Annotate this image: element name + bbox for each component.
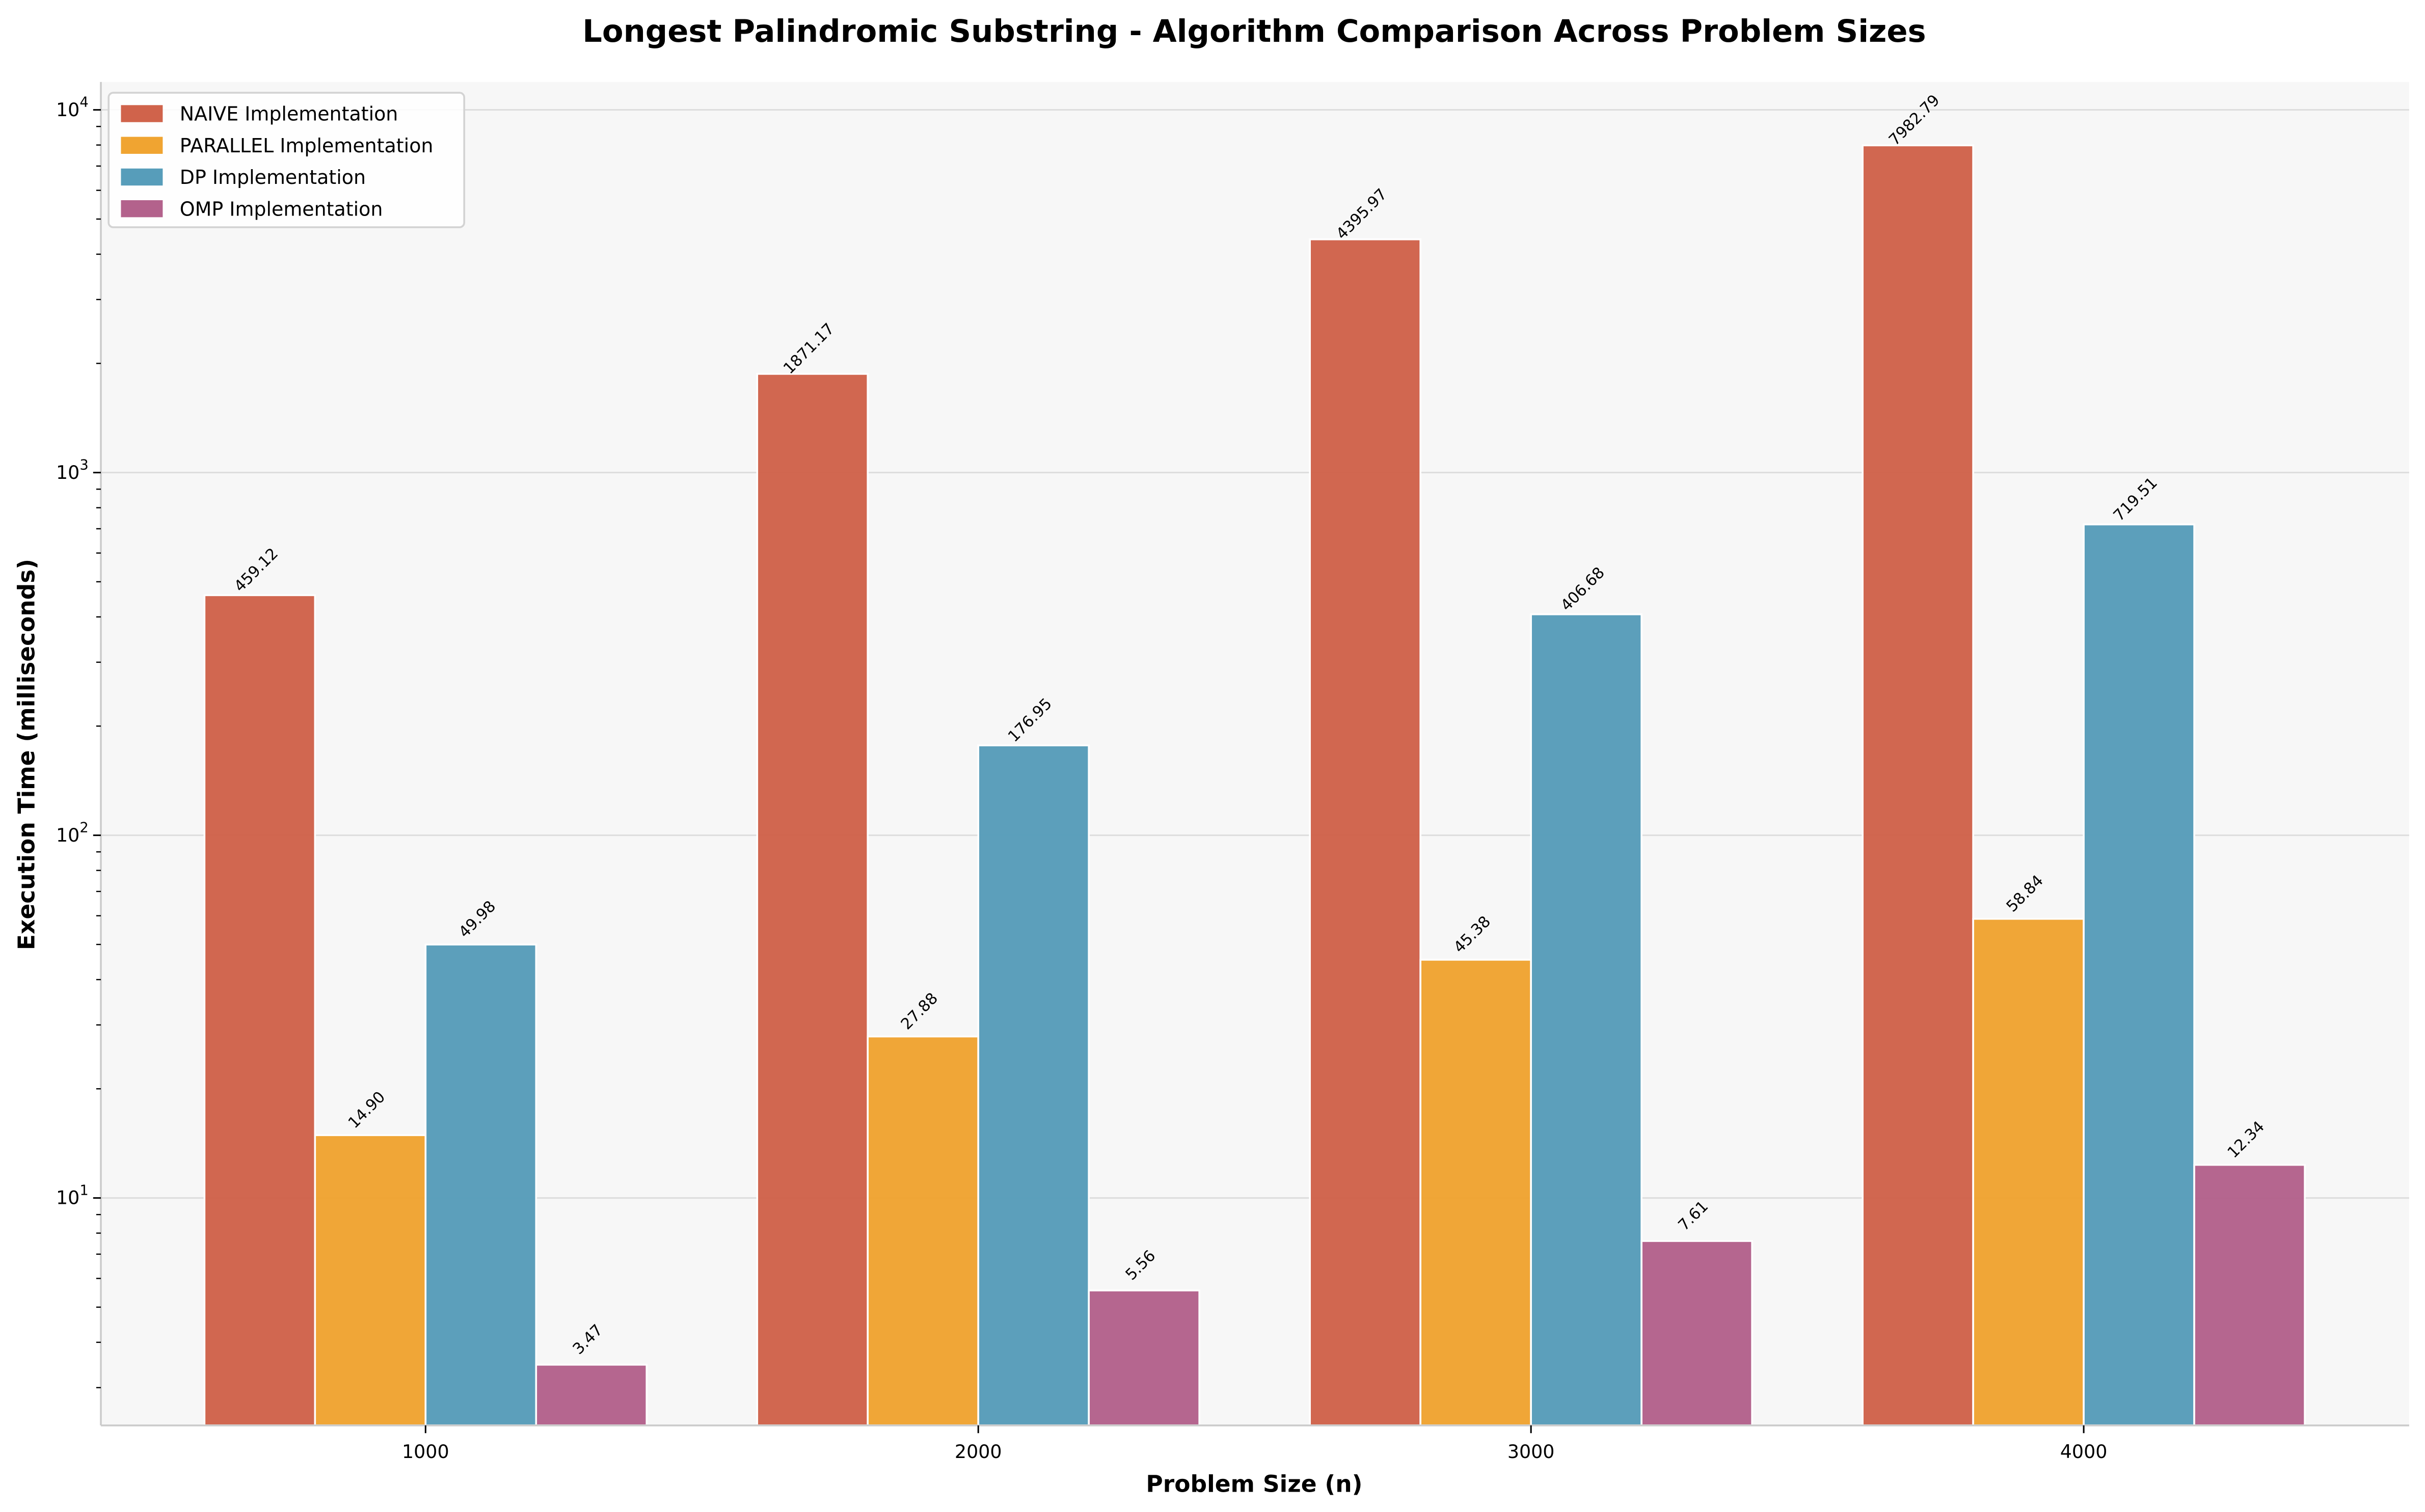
legend-label: DP Implementation xyxy=(180,166,366,188)
y-tick-label: 104 xyxy=(56,95,89,121)
legend-label: PARALLEL Implementation xyxy=(180,134,434,157)
x-tick-label: 2000 xyxy=(955,1441,1002,1463)
legend-swatch xyxy=(121,200,163,218)
legend-swatch xyxy=(121,105,163,122)
legend-label: NAIVE Implementation xyxy=(180,103,398,125)
bar xyxy=(2193,1164,2306,1426)
bar xyxy=(1530,613,1642,1426)
bar xyxy=(1640,1240,1753,1426)
bar xyxy=(2083,523,2195,1426)
y-tick-label: 101 xyxy=(56,1183,89,1209)
bar xyxy=(1862,144,1974,1426)
y-tick-label: 102 xyxy=(56,820,89,846)
bar xyxy=(756,373,869,1426)
chart-title: Longest Palindromic Substring - Algorith… xyxy=(582,14,1926,49)
x-tick-label: 1000 xyxy=(402,1441,449,1463)
x-axis-label: Problem Size (n) xyxy=(1146,1471,1362,1498)
bar xyxy=(1309,238,1421,1426)
y-axis-label: Execution Time (milliseconds) xyxy=(13,559,40,950)
legend: NAIVE Implementation PARALLEL Implementat… xyxy=(107,92,465,228)
y-tick-label: 103 xyxy=(56,457,89,483)
x-tick-label: 4000 xyxy=(2060,1441,2108,1463)
bar xyxy=(977,744,1090,1426)
bar xyxy=(314,1134,427,1426)
x-tick-label: 3000 xyxy=(1507,1441,1555,1463)
bar xyxy=(424,943,537,1426)
bar xyxy=(1419,959,1532,1426)
bar xyxy=(867,1035,980,1426)
bar xyxy=(203,594,316,1426)
bar xyxy=(1972,917,2085,1426)
legend-swatch xyxy=(121,137,163,154)
legend-label: OMP Implementation xyxy=(180,198,383,220)
bar xyxy=(1088,1289,1201,1426)
bar xyxy=(535,1364,648,1426)
legend-swatch xyxy=(121,168,163,186)
